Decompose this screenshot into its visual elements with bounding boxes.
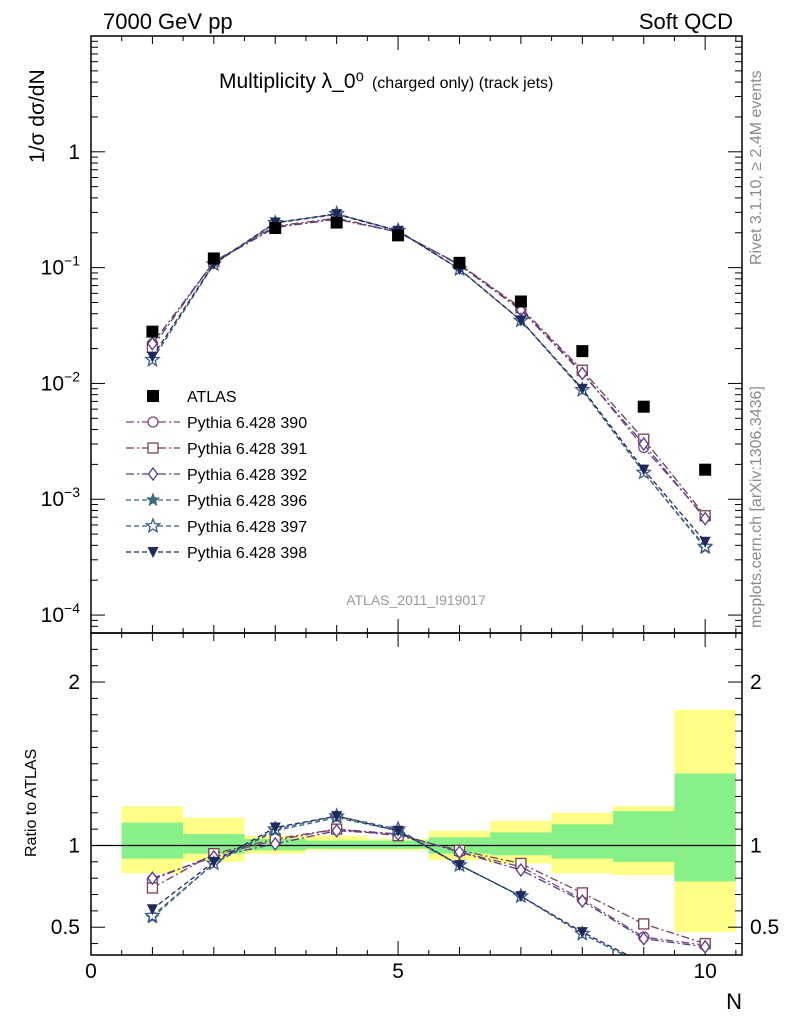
pythia-6-428-398-ratio-point — [638, 958, 649, 969]
pythia-6-428-398-point — [699, 536, 711, 548]
y-axis-label-bottom: Ratio to ATLAS — [23, 749, 40, 857]
x-axis-label: N — [726, 989, 742, 1014]
legend-label: Pythia 6.428 397 — [187, 519, 307, 536]
pythia-6-428-392-ratio-point — [699, 939, 711, 954]
legend-marker — [147, 547, 159, 558]
pythia-6-428-392-ratio-point — [269, 836, 281, 851]
green-uncertainty-band — [367, 840, 429, 849]
y-tick-label: 10−3 — [41, 484, 81, 511]
pythia-6-428-397-ratio-point — [637, 958, 650, 971]
pythia-6-428-392-ratio-point — [638, 931, 650, 946]
pythia-6-428-392-ratio-point — [577, 893, 588, 909]
legend-label: Pythia 6.428 391 — [187, 441, 307, 458]
green-uncertainty-band — [121, 822, 184, 859]
legend-label: Pythia 6.428 398 — [187, 545, 307, 562]
pythia-6-428-392-point — [147, 336, 158, 351]
atlas-data-point — [207, 252, 220, 265]
ratio-y-tick-label-right: 2 — [750, 671, 762, 694]
x-tick-label: 5 — [392, 960, 404, 983]
pythia-6-428-392-ratio-point — [515, 862, 527, 878]
legend-marker — [144, 517, 162, 534]
atlas-data-point — [514, 295, 527, 308]
x-tick-label: 10 — [693, 960, 716, 983]
chart-title: Multiplicity λ_0⁰ (charged only) (track j… — [219, 70, 553, 93]
y-tick-label: 10−2 — [41, 368, 81, 395]
pythia-6-428-398-ratio-point — [515, 891, 527, 903]
atlas-data-point — [699, 463, 712, 476]
x-tick-label: 0 — [85, 960, 97, 983]
green-uncertainty-band — [613, 811, 675, 862]
pythia-6-428-398-point — [576, 383, 588, 395]
pythia-6-428-392-point — [699, 511, 711, 526]
pythia-6-428-397-line — [151, 213, 706, 548]
legend-marker — [147, 442, 159, 454]
pythia-6-428-398-ratio-point — [146, 904, 158, 916]
pythia-6-428-398-ratio-point — [392, 825, 404, 837]
legend-label: Pythia 6.428 390 — [187, 415, 307, 432]
pythia-6-428-398-ratio-point — [576, 927, 588, 939]
pythia-6-428-398-ratio-line — [152, 815, 630, 955]
pythia-6-428-392-ratio-line — [152, 830, 706, 948]
y-axis-label-top: 1/σ dσ/dN — [26, 69, 49, 163]
pythia-6-428-392-point — [638, 436, 650, 452]
energy-label: 7000 GeV pp — [103, 9, 233, 34]
ratio-y-tick-label-left: 0.5 — [51, 916, 80, 939]
green-uncertainty-band — [183, 834, 245, 854]
pythia-6-428-398-point — [515, 315, 527, 327]
pythia-6-428-398-point — [638, 464, 650, 476]
atlas-data-point — [330, 216, 343, 229]
green-uncertainty-band — [674, 773, 736, 882]
process-label: Soft QCD — [639, 9, 733, 34]
green-uncertainty-band — [305, 840, 368, 849]
atlas-data-point — [392, 229, 405, 242]
pythia-6-428-392-line — [151, 218, 706, 520]
pythia-6-428-391-ratio-point — [638, 918, 650, 930]
legend-marker — [145, 492, 161, 507]
green-uncertainty-band — [490, 832, 552, 856]
pythia-6-428-396-ratio-point — [637, 958, 650, 971]
atlas-data-point — [146, 325, 159, 338]
y-tick-label: 10−4 — [41, 600, 81, 627]
ratio-y-tick-label-left: 1 — [68, 834, 80, 857]
pythia-6-428-397-ratio-line — [151, 815, 626, 955]
ratio-y-tick-label-left: 2 — [68, 671, 80, 694]
pythia-6-428-392-point — [577, 366, 588, 381]
atlas-data-point — [453, 256, 466, 269]
rivet-version-label: Rivet 3.1.10, ≥ 2.4M events — [748, 70, 765, 265]
pythia-6-428-390-ratio-line — [152, 828, 706, 946]
pythia-6-428-398-ratio-point — [453, 860, 465, 872]
top-plot-frame — [90, 35, 743, 634]
analysis-watermark: ATLAS_2011_I919017 — [346, 592, 486, 608]
source-label: mcplots.cern.ch [arXiv:1306.3436] — [748, 386, 765, 628]
legend-marker — [147, 466, 159, 482]
pythia-6-428-398-ratio-point — [331, 811, 343, 823]
pythia-6-428-398-point — [146, 351, 158, 363]
pythia-6-428-398-ratio-point — [269, 822, 281, 834]
atlas-data-point — [576, 345, 589, 358]
y-tick-label: 10−1 — [41, 253, 81, 280]
pythia-6-428-398-line — [151, 213, 706, 543]
atlas-data-point — [637, 400, 650, 413]
pythia-6-428-398-ratio-point — [208, 856, 220, 868]
legend-label: Pythia 6.428 396 — [187, 493, 307, 510]
pythia-6-428-392-ratio-point — [147, 871, 158, 886]
pythia-6-428-392-ratio-point — [331, 823, 342, 838]
chart-title-sub: (charged only) (track jets) — [372, 75, 553, 92]
legend-label: Pythia 6.428 392 — [187, 467, 307, 484]
green-uncertainty-band — [551, 824, 614, 859]
ratio-y-tick-label-right: 1 — [750, 834, 762, 857]
y-tick-label: 1 — [68, 141, 80, 164]
legend-atlas-marker — [147, 390, 159, 402]
pythia-6-428-398-point — [331, 209, 343, 221]
legend-marker — [147, 416, 159, 428]
legend-atlas-label: ATLAS — [187, 389, 237, 406]
atlas-data-point — [269, 221, 282, 234]
ratio-plot-frame — [90, 632, 743, 956]
chart-title-main: Multiplicity λ_0⁰ — [219, 70, 364, 93]
ratio-y-tick-label-right: 0.5 — [750, 916, 779, 939]
